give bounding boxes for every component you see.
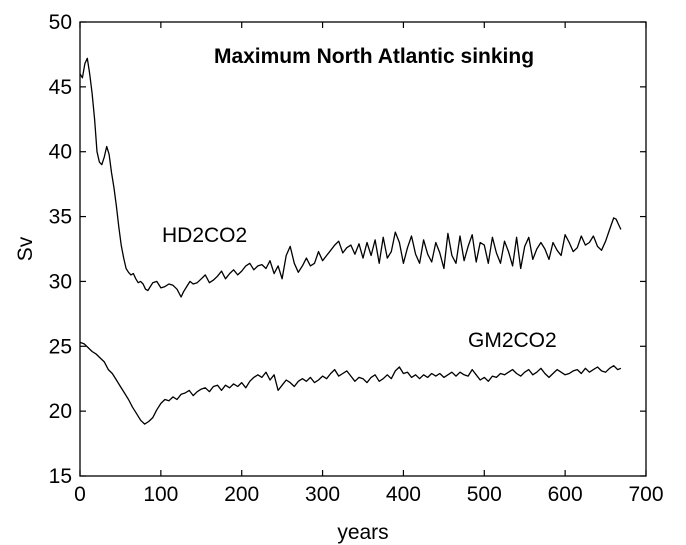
axis-tick-labels: 0 100 200 300 400 500 600 700 15 20 25 30 35 40 45 50 — [49, 11, 664, 506]
y-tick-label: 50 — [49, 11, 72, 34]
x-tick-label: 700 — [628, 483, 663, 506]
y-tick-label: 20 — [49, 400, 72, 423]
chart-title: Maximum North Atlantic sinking — [214, 45, 534, 68]
plot-frame — [79, 21, 647, 477]
y-tick-label: 15 — [49, 465, 72, 488]
x-axis-label: years — [337, 521, 388, 544]
x-tick-label: 300 — [305, 483, 340, 506]
series-label-gm2co2: GM2CO2 — [468, 329, 557, 352]
x-tick-label: 100 — [143, 483, 178, 506]
x-tick-label: 600 — [548, 483, 583, 506]
y-tick-label: 40 — [49, 141, 72, 164]
y-axis-label: Sv — [14, 236, 37, 261]
x-tick-label: 200 — [224, 483, 259, 506]
y-tick-label: 45 — [49, 76, 72, 99]
x-tick-label: 400 — [386, 483, 421, 506]
y-tick-label: 30 — [49, 270, 72, 293]
y-tick-label: 35 — [49, 206, 72, 229]
x-tick-label: 0 — [74, 483, 86, 506]
series-line-gm2co2 — [79, 341, 622, 425]
series-label-hd2co2: HD2CO2 — [162, 224, 247, 247]
series-line-hd2co2 — [79, 57, 622, 298]
x-tick-label: 500 — [467, 483, 502, 506]
series-lines — [79, 57, 622, 425]
y-tick-label: 25 — [49, 335, 72, 358]
axis-ticks — [79, 21, 647, 477]
